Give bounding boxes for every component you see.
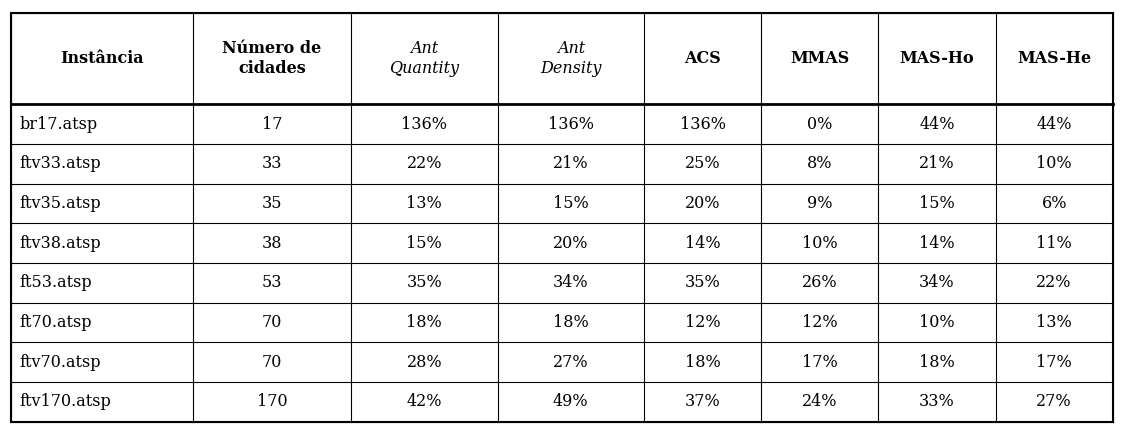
Text: 0%: 0%	[807, 116, 833, 133]
Text: 17: 17	[262, 116, 282, 133]
Text: 21%: 21%	[553, 155, 589, 173]
Text: 42%: 42%	[407, 393, 442, 410]
Text: 6%: 6%	[1042, 195, 1067, 212]
Text: 24%: 24%	[803, 393, 837, 410]
Text: 18%: 18%	[553, 314, 589, 331]
Text: 8%: 8%	[807, 155, 833, 173]
Text: 28%: 28%	[407, 354, 442, 371]
Text: 13%: 13%	[407, 195, 442, 212]
Text: 20%: 20%	[553, 235, 589, 252]
Text: ftv70.atsp: ftv70.atsp	[19, 354, 101, 371]
Text: 10%: 10%	[1036, 155, 1072, 173]
Text: Ant
Quantity: Ant Quantity	[389, 40, 460, 77]
Text: ACS: ACS	[685, 50, 720, 67]
Text: 49%: 49%	[553, 393, 589, 410]
Text: 136%: 136%	[547, 116, 593, 133]
Text: 14%: 14%	[685, 235, 720, 252]
Text: 18%: 18%	[407, 314, 442, 331]
Text: 12%: 12%	[803, 314, 837, 331]
Text: 34%: 34%	[919, 274, 954, 291]
Text: 35%: 35%	[685, 274, 720, 291]
Text: MMAS: MMAS	[790, 50, 850, 67]
Text: 22%: 22%	[407, 155, 442, 173]
Text: Número de
cidades: Número de cidades	[223, 40, 321, 77]
Text: 35%: 35%	[407, 274, 442, 291]
Text: 26%: 26%	[803, 274, 837, 291]
Text: 38: 38	[262, 235, 282, 252]
Text: 37%: 37%	[685, 393, 720, 410]
Text: 27%: 27%	[553, 354, 589, 371]
Text: 35: 35	[262, 195, 282, 212]
Text: ftv33.atsp: ftv33.atsp	[19, 155, 101, 173]
Text: 170: 170	[256, 393, 288, 410]
Text: 33%: 33%	[919, 393, 955, 410]
Text: ft53.atsp: ft53.atsp	[19, 274, 92, 291]
Text: 10%: 10%	[803, 235, 837, 252]
Text: 12%: 12%	[685, 314, 720, 331]
Text: 21%: 21%	[919, 155, 954, 173]
Text: ftv35.atsp: ftv35.atsp	[19, 195, 101, 212]
Text: br17.atsp: br17.atsp	[19, 116, 98, 133]
Text: 44%: 44%	[1036, 116, 1072, 133]
Text: 11%: 11%	[1036, 235, 1072, 252]
Text: 13%: 13%	[1036, 314, 1072, 331]
Text: 44%: 44%	[919, 116, 954, 133]
Text: 70: 70	[262, 314, 282, 331]
Text: Instância: Instância	[61, 50, 144, 67]
Text: ftv38.atsp: ftv38.atsp	[19, 235, 101, 252]
Text: 14%: 14%	[919, 235, 954, 252]
Text: 136%: 136%	[680, 116, 726, 133]
Text: 17%: 17%	[801, 354, 837, 371]
Text: 33: 33	[262, 155, 282, 173]
Text: 22%: 22%	[1036, 274, 1072, 291]
Text: 9%: 9%	[807, 195, 833, 212]
Text: 27%: 27%	[1036, 393, 1072, 410]
Text: 15%: 15%	[553, 195, 589, 212]
Text: 18%: 18%	[919, 354, 955, 371]
Text: Ant
Density: Ant Density	[541, 40, 601, 77]
Text: MAS-He: MAS-He	[1017, 50, 1091, 67]
Text: 20%: 20%	[685, 195, 720, 212]
Text: ft70.atsp: ft70.atsp	[19, 314, 92, 331]
Text: 18%: 18%	[685, 354, 720, 371]
Text: ftv170.atsp: ftv170.atsp	[19, 393, 111, 410]
Text: 15%: 15%	[919, 195, 955, 212]
Text: MAS-Ho: MAS-Ho	[899, 50, 975, 67]
Text: 25%: 25%	[685, 155, 720, 173]
Text: 10%: 10%	[919, 314, 954, 331]
Text: 53: 53	[262, 274, 282, 291]
Text: 136%: 136%	[401, 116, 447, 133]
Text: 70: 70	[262, 354, 282, 371]
Text: 17%: 17%	[1036, 354, 1072, 371]
Text: 34%: 34%	[553, 274, 589, 291]
Text: 15%: 15%	[407, 235, 442, 252]
